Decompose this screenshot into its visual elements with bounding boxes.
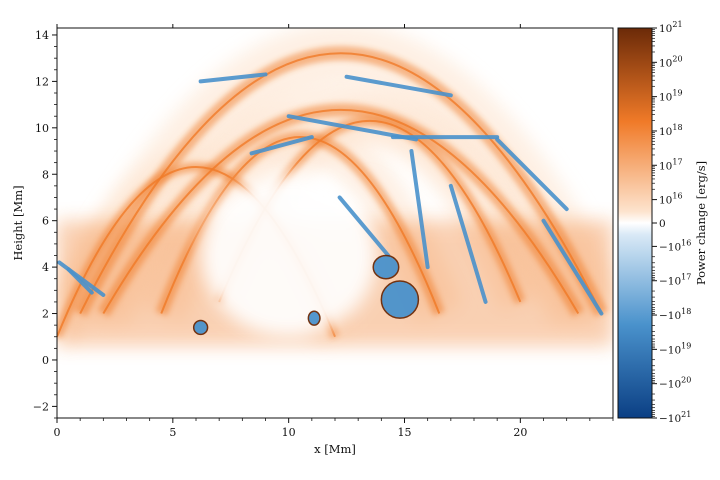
y-tick-label: 10 [35, 122, 49, 135]
colorbar-tick-label: −1019 [659, 341, 691, 356]
colorbar-tick-label: 1016 [659, 192, 683, 207]
x-tick-label: 20 [513, 426, 527, 439]
heatmap-negative-strand [66, 267, 94, 295]
heatmap-negative-strand [448, 183, 488, 304]
y-axis-label: Height [Mm] [11, 185, 25, 260]
colorbar-ticks: 1021 1020 1019 1018 1017 1016 0 −1016 −1017 −1018… [652, 20, 691, 425]
colorbar-frame [617, 27, 653, 419]
heatmap-negative-strand [344, 74, 453, 98]
colorbar-tick-label: 1019 [659, 89, 683, 104]
colorbar-tick-label: 0 [659, 218, 666, 230]
y-tick-label: 6 [42, 215, 49, 228]
colorbar-label: Power change [erg/s] [694, 161, 708, 285]
heatmap-negative-strand [337, 195, 391, 258]
heatmap-negative-blob [192, 319, 209, 336]
heatmap-negative-strand [198, 72, 268, 84]
colorbar-tick-label: −1016 [659, 238, 691, 253]
colorbar-tick-label: −1021 [659, 410, 691, 425]
y-axis-ticks: −2 0 2 4 6 8 10 12 14 [33, 29, 57, 419]
colorbar-tick-label: 1021 [659, 20, 683, 35]
y-tick-label: 14 [35, 29, 49, 42]
heatmap-negative-blob [380, 280, 420, 319]
x-tick-label: 15 [398, 426, 412, 439]
colorbar-tick-label: 1017 [659, 157, 683, 172]
heatmap-negative-blob [372, 254, 400, 280]
heatmap-cavity [200, 174, 377, 337]
heatmap-negative-blob [307, 310, 321, 326]
x-axis-label: x [Mm] [314, 442, 356, 456]
heatmap-negative-strand [495, 137, 569, 212]
heatmap-negative-strand [249, 135, 314, 156]
y-tick-label: −2 [33, 400, 49, 413]
heatmap-arch-core [102, 109, 580, 315]
x-axis-ticks: 0 5 10 15 20 [54, 24, 614, 439]
heatmap-negative-strand [57, 260, 106, 297]
colorbar-tick-label: −1017 [659, 273, 691, 288]
heatmap-image [57, 28, 613, 370]
x-tick-label: 0 [54, 426, 61, 439]
y-tick-label: 2 [42, 308, 49, 321]
x-tick-label: 5 [169, 426, 176, 439]
x-tick-label: 10 [282, 426, 296, 439]
y-tick-label: 12 [35, 75, 49, 88]
heatmap-negative-strand [409, 149, 430, 270]
colorbar [618, 28, 652, 418]
y-tick-label: 8 [42, 168, 49, 181]
colorbar-tick-label: −1018 [659, 307, 691, 322]
colorbar-tick-label: 1018 [659, 123, 683, 138]
y-tick-label: 4 [42, 261, 49, 274]
y-tick-label: 0 [42, 354, 49, 367]
colorbar-tick-label: −1020 [659, 376, 691, 391]
colorbar-tick-label: 1020 [659, 54, 683, 69]
heatmap-negative-strand [541, 218, 604, 316]
